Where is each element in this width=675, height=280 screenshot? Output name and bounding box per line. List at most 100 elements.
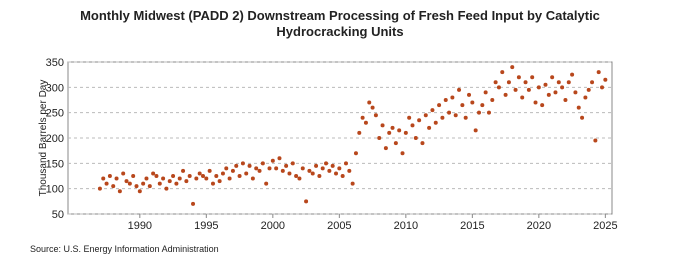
point	[370, 105, 375, 110]
point	[536, 85, 541, 90]
point	[563, 98, 568, 102]
point	[533, 100, 538, 105]
point	[267, 166, 272, 171]
point	[230, 168, 235, 173]
point	[430, 108, 435, 113]
point	[450, 95, 455, 100]
point	[576, 105, 581, 110]
point	[520, 95, 525, 100]
point	[154, 174, 159, 178]
point	[297, 176, 302, 181]
point	[131, 174, 136, 178]
point	[373, 113, 378, 118]
point	[197, 171, 202, 176]
point	[506, 80, 511, 85]
point	[240, 161, 245, 166]
point	[177, 176, 182, 181]
point	[490, 98, 495, 102]
point	[583, 95, 588, 100]
point	[141, 181, 146, 186]
x-tick-label: 1990	[128, 220, 152, 232]
point	[417, 118, 422, 123]
point	[570, 72, 575, 77]
point	[467, 92, 472, 97]
point	[363, 120, 368, 125]
x-tick-label: 2010	[394, 220, 418, 232]
point	[207, 168, 212, 173]
point	[397, 128, 402, 133]
point	[387, 130, 392, 135]
y-tick-label: 200	[46, 133, 64, 145]
source: Source: U.S. Energy Information Administ…	[30, 244, 219, 254]
point	[573, 90, 578, 95]
point	[254, 166, 259, 171]
point	[287, 171, 292, 176]
point	[294, 174, 299, 178]
point	[413, 136, 418, 140]
point	[390, 125, 395, 130]
point	[117, 189, 122, 194]
point	[260, 161, 265, 166]
point	[164, 186, 169, 191]
point	[334, 171, 339, 176]
chart-title: Monthly Midwest (PADD 2) Downstream Proc…	[80, 8, 600, 23]
point	[121, 171, 126, 176]
point	[290, 161, 295, 166]
point	[437, 103, 442, 108]
point	[270, 158, 275, 163]
point	[340, 174, 345, 178]
point	[423, 113, 428, 118]
point	[284, 163, 289, 168]
point	[247, 163, 252, 168]
point	[310, 171, 315, 176]
point	[194, 176, 199, 181]
point	[513, 87, 518, 92]
point	[360, 115, 365, 120]
point	[586, 87, 591, 92]
point	[546, 92, 551, 97]
point	[167, 179, 172, 184]
point	[410, 123, 415, 128]
point	[181, 168, 186, 173]
point	[314, 163, 319, 168]
point	[453, 113, 458, 118]
point	[400, 151, 405, 156]
point	[124, 179, 129, 184]
point	[407, 115, 412, 120]
point	[280, 168, 285, 173]
point	[250, 176, 255, 181]
point	[357, 130, 362, 135]
point	[201, 174, 206, 178]
point	[324, 161, 329, 166]
x-tick-label: 2015	[460, 220, 484, 232]
point	[330, 163, 335, 168]
point	[476, 110, 481, 115]
y-tick-label: 100	[46, 184, 64, 196]
point	[147, 184, 152, 189]
point	[526, 87, 531, 92]
x-tick-label: 2005	[327, 220, 351, 232]
point	[274, 166, 279, 171]
point	[174, 181, 179, 186]
point	[347, 168, 352, 173]
point	[204, 176, 209, 181]
point	[157, 181, 162, 186]
point	[473, 128, 478, 133]
point	[496, 85, 501, 90]
point	[300, 166, 305, 171]
point	[327, 168, 332, 173]
point	[447, 110, 452, 115]
point	[427, 125, 432, 130]
point	[480, 103, 485, 108]
point	[403, 130, 408, 135]
point	[214, 174, 219, 178]
point	[353, 151, 358, 156]
point	[244, 171, 249, 176]
point	[457, 87, 462, 92]
point	[503, 92, 508, 97]
point	[393, 141, 398, 146]
point	[317, 174, 322, 178]
point	[114, 176, 119, 181]
point	[463, 115, 468, 120]
y-tick-label: 250	[46, 108, 64, 120]
